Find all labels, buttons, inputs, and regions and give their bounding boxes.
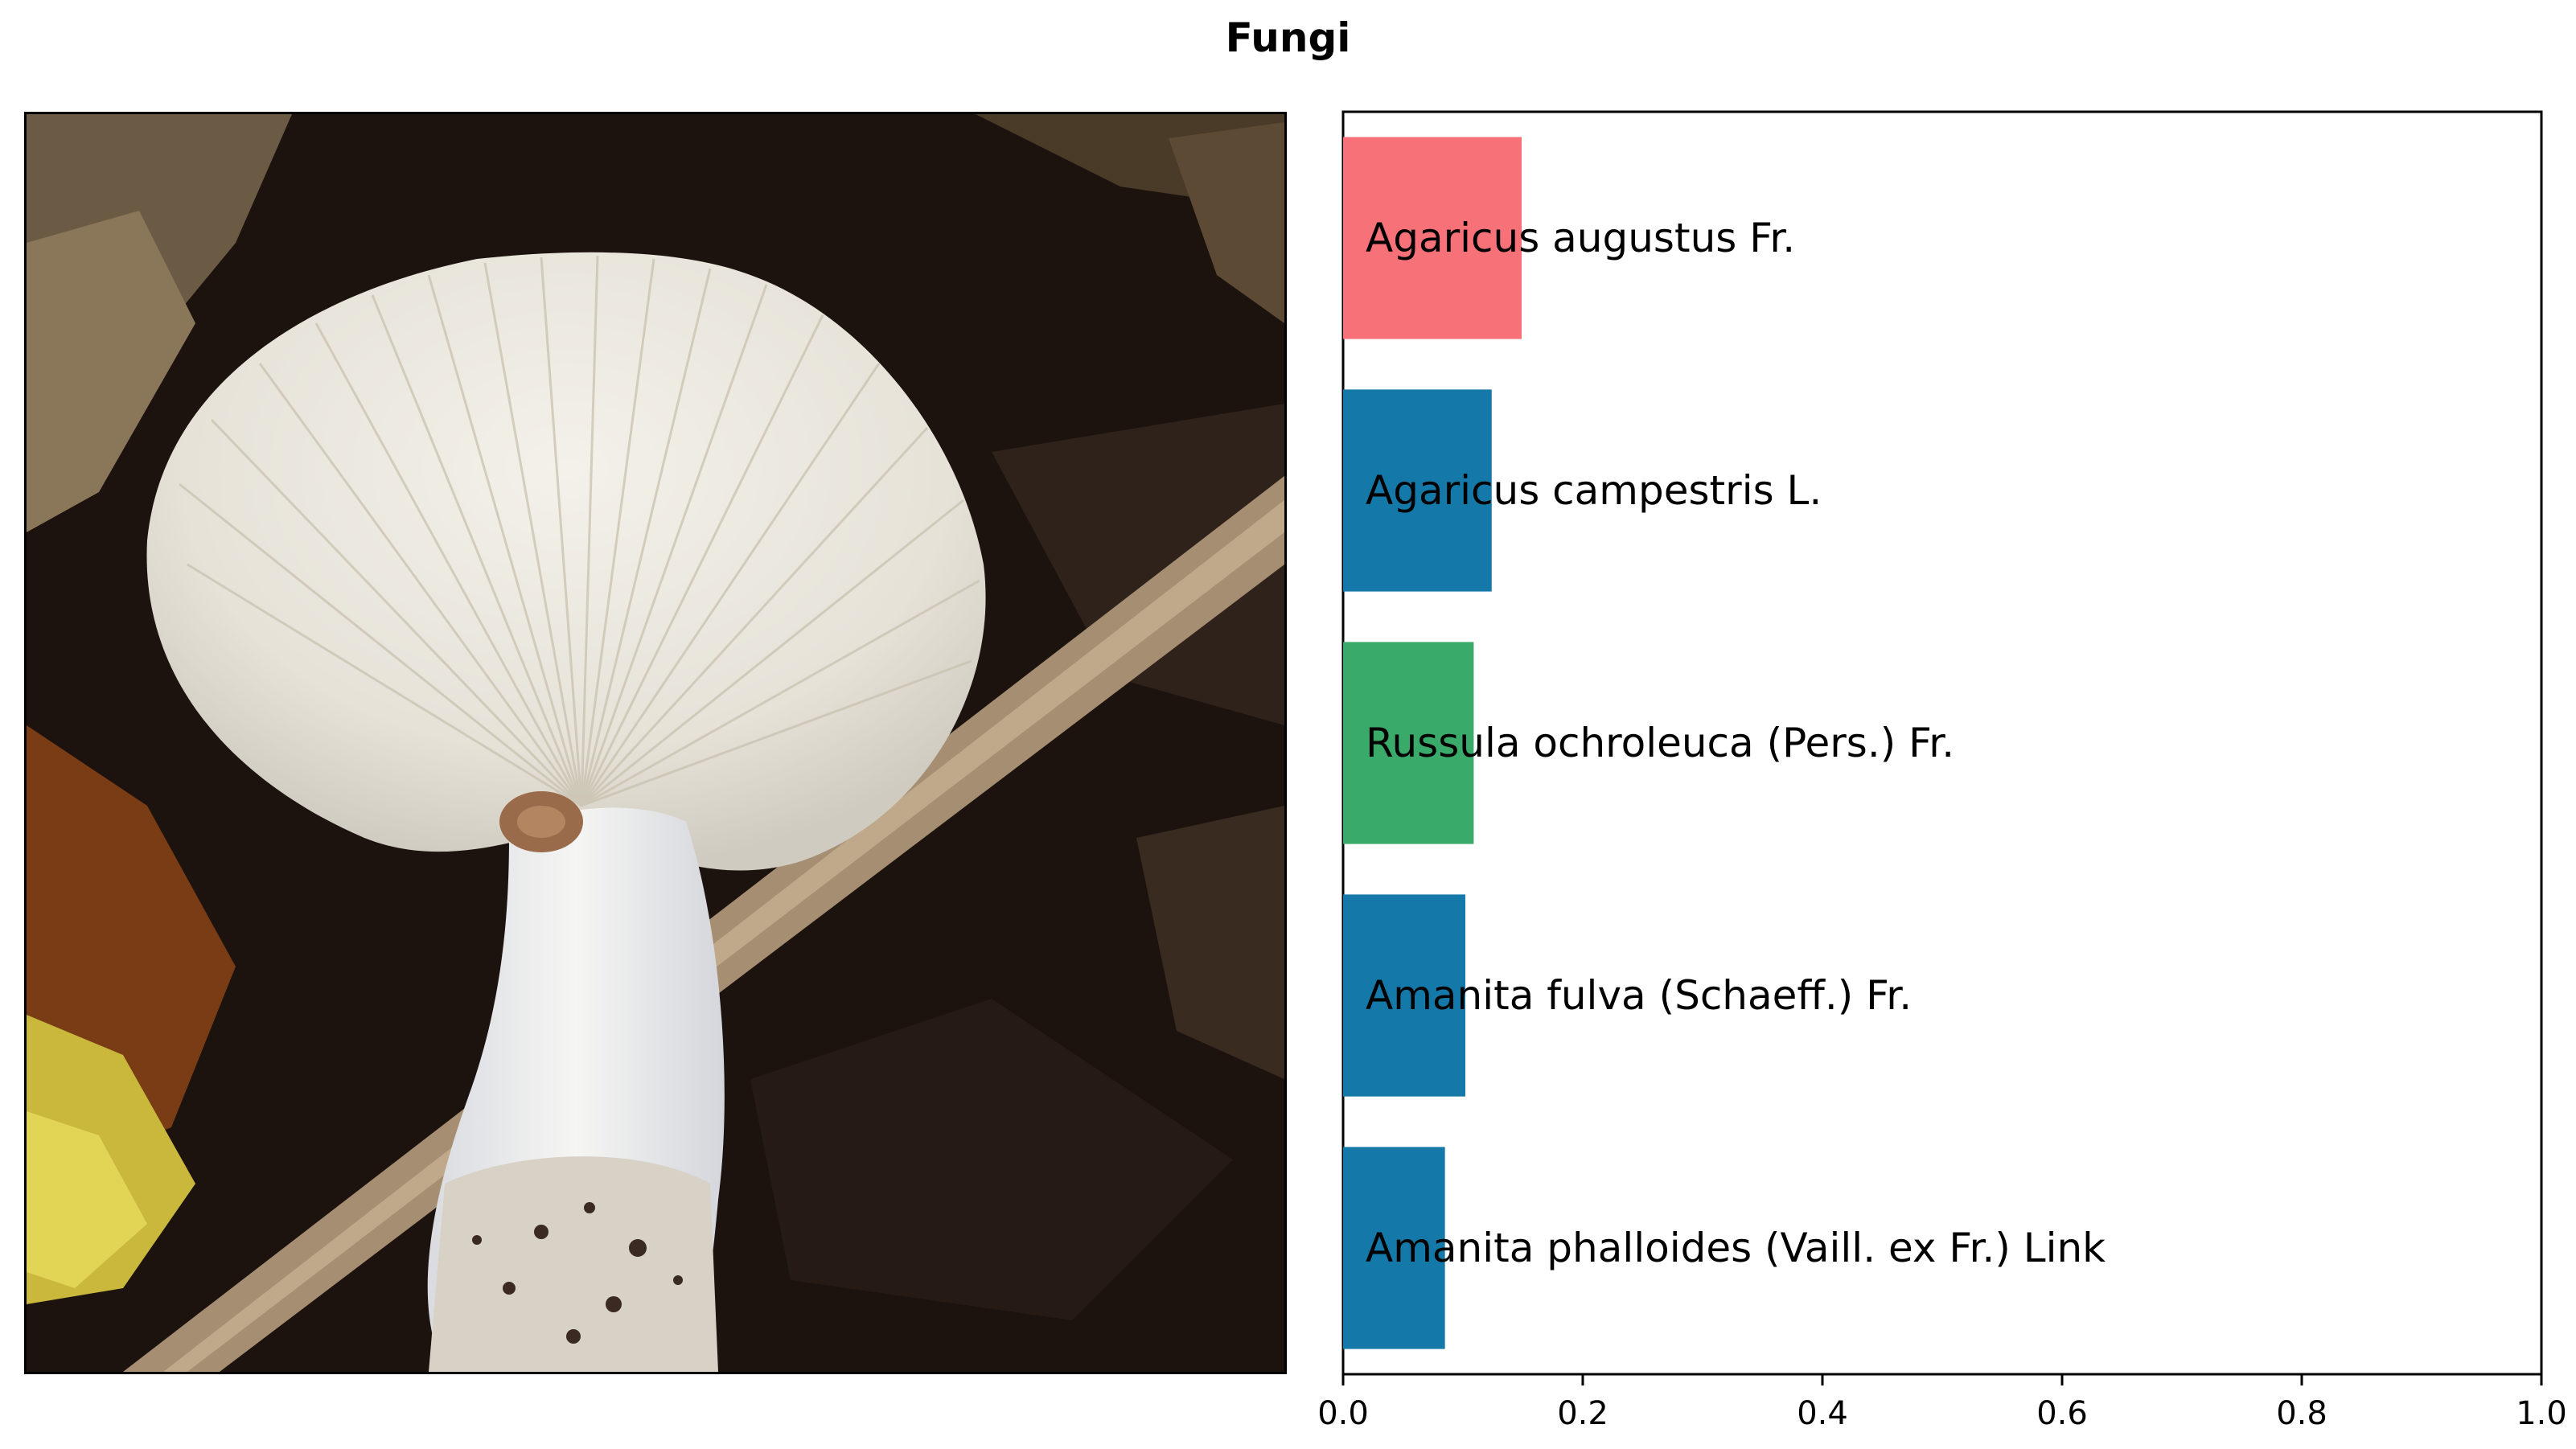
labels-layer: Agaricus augustus Fr. Agaricus campestris… <box>1366 215 2106 1271</box>
bar-1 <box>1343 137 1522 339</box>
bar-label-1: Agaricus augustus Fr. <box>1366 215 1795 261</box>
mushroom-photo <box>24 112 1287 1374</box>
bar-2 <box>1343 389 1492 592</box>
bar-label-2: Agaricus campestris L. <box>1366 467 1822 514</box>
bar-label-5: Amanita phalloides (Vaill. ex Fr.) Link <box>1366 1225 2106 1271</box>
x-tick-label: 0.8 <box>2276 1395 2327 1432</box>
x-tick-label: 1.0 <box>2516 1395 2567 1432</box>
bar-label-4: Amanita fulva (Schaeff.) Fr. <box>1366 972 1912 1019</box>
bar-3 <box>1343 642 1474 844</box>
figure-title: Fungi <box>1225 14 1351 61</box>
x-axis: 0.0 0.2 0.4 0.6 0.8 1.0 <box>1317 1374 2567 1432</box>
bars-layer <box>1343 137 1522 1349</box>
x-tick-label: 0.0 <box>1317 1395 1369 1432</box>
x-tick-label: 0.4 <box>1797 1395 1848 1432</box>
bar-4 <box>1343 894 1465 1097</box>
x-tick-label: 0.2 <box>1557 1395 1608 1432</box>
x-tick-label: 0.6 <box>2036 1395 2088 1432</box>
mushroom-illustration <box>27 114 1284 1372</box>
bar-5 <box>1343 1147 1445 1349</box>
plot-frame <box>1341 110 2543 1376</box>
bar-label-3: Russula ochroleuca (Pers.) Fr. <box>1366 720 1954 766</box>
